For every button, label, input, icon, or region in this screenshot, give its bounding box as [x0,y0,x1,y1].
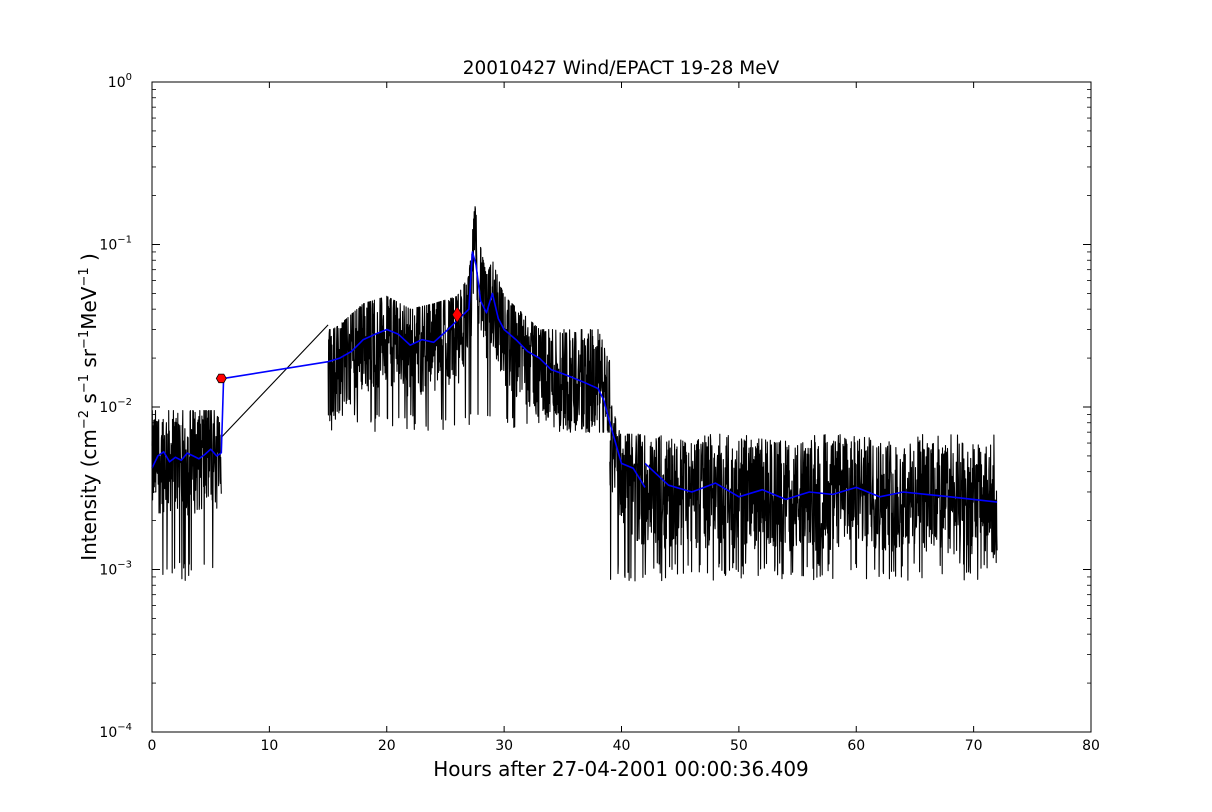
y-tick-label: 10−1 [99,235,132,254]
plot-background [152,82,1091,732]
plot-area [151,81,1092,733]
event-marker-1 [215,373,227,384]
x-tick-label: 0 [148,738,157,754]
raw-series-line-segment-4 [609,405,998,582]
smoothed-series-line-segment-5 [644,462,998,503]
x-tick-label: 40 [613,738,631,754]
y-tick-label: 100 [108,72,132,91]
x-tick-label: 70 [965,738,983,754]
smoothed-series-line-segment-3 [223,360,329,380]
marker-layer [215,305,463,384]
series-layer [151,206,998,582]
x-tick-label: 30 [495,738,513,754]
smoothed-series-line-segment-1 [151,448,222,469]
y-tick-label: 10−3 [99,560,132,579]
y-tick-label: 10−2 [99,397,132,416]
x-tick-label: 80 [1082,738,1100,754]
smoothed-series-line-segment-4 [327,251,646,488]
x-tick-label: 10 [260,738,278,754]
raw-series-line-segment-2 [220,324,329,438]
x-tick-label: 60 [847,738,865,754]
x-axis-label: Hours after 27-04-2001 00:00:36.409 [433,757,809,781]
x-tick-label: 50 [730,738,748,754]
y-tick-label: 10−4 [99,722,132,741]
y-axis-label: Intensity (cm−2 s−1 sr−1MeV−1 ) [77,253,101,561]
x-tick-label: 20 [378,738,396,754]
x-axis: 0 10 20 30 40 50 60 70 80 [148,82,1100,754]
chart-title: 20010427 Wind/EPACT 19-28 MeV [463,58,780,79]
smoothed-series-line-segment-2 [220,378,225,454]
y-axis: 10−4 10−3 10−2 10−1 100 [99,72,1091,741]
event-marker-2 [451,305,463,324]
